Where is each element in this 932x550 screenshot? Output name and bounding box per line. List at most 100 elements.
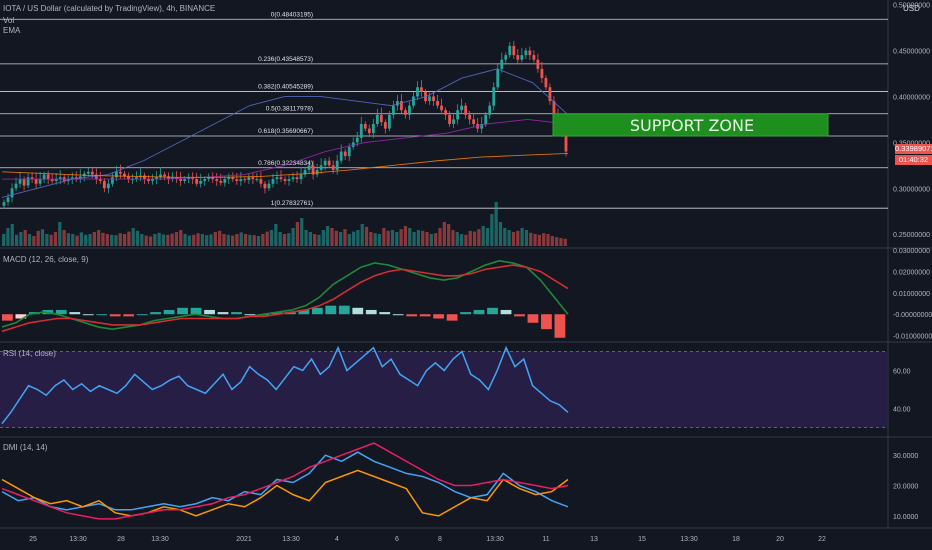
volume-bar xyxy=(49,234,53,246)
volume-bar xyxy=(295,222,300,246)
candle-body xyxy=(532,55,536,60)
x-tick-label: 28 xyxy=(117,536,125,543)
macd-histogram-bar xyxy=(365,309,377,315)
macd-histogram-bar xyxy=(190,307,202,315)
volume-bars xyxy=(2,202,567,246)
fib-label: 0.236(0.43548573) xyxy=(258,56,313,63)
volume-bar xyxy=(97,230,101,246)
volume-bar xyxy=(243,234,248,246)
volume-bar xyxy=(200,234,204,246)
candle-body xyxy=(404,110,407,115)
x-tick-label: 25 xyxy=(29,536,37,543)
candle-body xyxy=(98,179,102,181)
volume-bar xyxy=(300,218,304,246)
candle-body xyxy=(207,177,211,180)
candle-body xyxy=(34,179,38,184)
macd-histogram-bar xyxy=(446,314,458,321)
volume-bar xyxy=(118,233,122,246)
macd-histogram-bar xyxy=(527,314,539,323)
candle-body xyxy=(460,105,464,111)
rsi-legend[interactable]: RSI (14, close) xyxy=(3,349,56,358)
candle-body xyxy=(488,105,492,115)
volume-bar xyxy=(239,232,243,246)
symbol-title[interactable]: IOTA / US Dollar (calculated by TradingV… xyxy=(3,4,216,13)
volume-bar xyxy=(170,233,174,246)
candle-body xyxy=(46,174,50,180)
macd-histogram-bar xyxy=(109,314,121,317)
candle-body xyxy=(119,171,122,174)
candle-body xyxy=(400,101,403,111)
volume-bar xyxy=(161,234,166,246)
candle-body xyxy=(263,183,267,189)
candle-body xyxy=(448,114,451,124)
macd-legend[interactable]: MACD (12, 26, close, 9) xyxy=(3,255,89,264)
rsi-band xyxy=(0,351,888,428)
macd-histogram-bar xyxy=(150,312,162,315)
candle-body xyxy=(379,114,383,123)
candle-body xyxy=(18,179,22,184)
volume-bar xyxy=(503,228,507,246)
rsi-pane xyxy=(0,345,888,428)
countdown-badge: 01:40:32 xyxy=(895,155,932,165)
volume-bar xyxy=(287,233,291,246)
candle-body xyxy=(255,179,259,181)
vol-legend[interactable]: Vol xyxy=(3,16,15,25)
candle-body xyxy=(30,177,34,180)
candle-body xyxy=(343,151,347,157)
volume-bar xyxy=(334,230,338,246)
candle-body xyxy=(504,55,508,60)
candle-body xyxy=(127,176,130,180)
volume-bar xyxy=(166,234,170,246)
volume-bar xyxy=(183,234,187,246)
volume-bar xyxy=(412,232,416,246)
candle-body xyxy=(279,177,283,180)
x-tick-label: 13 xyxy=(590,536,598,543)
macd-tick-label: 0.03000000 xyxy=(893,248,930,255)
candle-body xyxy=(500,59,504,69)
candle-body xyxy=(363,124,367,129)
candle-body xyxy=(147,179,150,181)
volume-bar xyxy=(174,232,179,246)
volume-bar xyxy=(187,235,192,246)
dmi-tick-label: 20.0000 xyxy=(893,484,918,491)
macd-histogram-bar xyxy=(352,307,364,315)
volume-bar xyxy=(464,234,468,246)
macd-histogram-bar xyxy=(554,314,566,338)
candle-body xyxy=(58,177,62,180)
candle-body xyxy=(335,160,339,170)
volume-bar xyxy=(153,234,157,246)
macd-histogram-bar xyxy=(15,314,27,319)
volume-bar xyxy=(498,222,503,246)
volume-bar xyxy=(524,230,529,246)
volume-bar xyxy=(520,228,524,246)
volume-bar xyxy=(490,214,494,246)
candle-body xyxy=(536,59,540,69)
volume-bar xyxy=(451,230,455,246)
volume-bar xyxy=(122,234,127,246)
candle-body xyxy=(492,87,496,106)
macd-histogram-bar xyxy=(473,309,485,315)
candle-body xyxy=(299,174,303,180)
volume-bar xyxy=(546,234,550,246)
candle-body xyxy=(351,142,355,147)
grid xyxy=(0,0,932,529)
candle-body xyxy=(307,165,311,170)
dmi-legend[interactable]: DMI (14, 14) xyxy=(3,443,48,452)
candle-body xyxy=(143,175,146,180)
volume-bar xyxy=(550,236,554,246)
ema-line xyxy=(1,68,569,198)
macd-histogram-bar xyxy=(419,314,431,317)
price-tick-label: 0.35000000 xyxy=(893,140,930,147)
volume-bar xyxy=(278,232,282,246)
volume-bar xyxy=(58,222,62,246)
candle-body xyxy=(135,177,138,180)
volume-bar xyxy=(373,233,377,246)
candle-body xyxy=(267,183,271,189)
volume-bar xyxy=(157,232,161,246)
x-tick-label: 18 xyxy=(732,536,740,543)
candle-body xyxy=(528,50,532,56)
ema-legend[interactable]: EMA xyxy=(3,26,21,35)
volume-bar xyxy=(14,234,19,246)
candle-body xyxy=(383,122,387,129)
